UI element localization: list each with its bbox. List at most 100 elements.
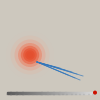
Bar [71, 92, 72, 94]
Bar [55, 92, 56, 94]
Circle shape [94, 91, 96, 94]
Bar [22, 92, 23, 94]
Bar [16, 92, 17, 94]
Bar [77, 92, 78, 94]
Bar [88, 92, 89, 94]
Bar [33, 92, 34, 94]
Bar [38, 92, 39, 94]
Bar [61, 92, 62, 94]
Bar [12, 92, 13, 94]
Bar [18, 92, 19, 94]
Bar [32, 92, 33, 94]
Bar [92, 92, 93, 94]
Bar [49, 92, 50, 94]
Bar [19, 92, 20, 94]
Bar [29, 92, 30, 94]
Bar [28, 92, 29, 94]
Bar [44, 92, 45, 94]
Bar [48, 92, 49, 94]
Circle shape [14, 40, 46, 70]
Bar [78, 92, 79, 94]
Bar [9, 92, 10, 94]
Polygon shape [80, 50, 88, 82]
Bar [66, 92, 67, 94]
Bar [41, 92, 42, 94]
Bar [60, 92, 61, 94]
Bar [89, 92, 90, 94]
Bar [28, 92, 29, 94]
Bar [80, 92, 81, 94]
Bar [68, 92, 69, 94]
Bar [36, 92, 37, 94]
Bar [17, 92, 18, 94]
Bar [21, 92, 22, 94]
Bar [73, 92, 74, 94]
Circle shape [18, 43, 42, 67]
Bar [27, 92, 28, 94]
Bar [56, 92, 57, 94]
Bar [31, 92, 32, 94]
Circle shape [25, 50, 35, 60]
Bar [74, 92, 75, 94]
Bar [58, 92, 59, 94]
Circle shape [27, 52, 33, 58]
Bar [40, 92, 41, 94]
Bar [63, 92, 64, 94]
Bar [25, 92, 26, 94]
Bar [20, 92, 21, 94]
Bar [53, 92, 54, 94]
Bar [42, 92, 43, 94]
Polygon shape [0, 0, 100, 80]
Bar [16, 92, 17, 94]
Bar [51, 92, 52, 94]
Bar [70, 92, 71, 94]
Bar [13, 92, 14, 94]
Bar [69, 92, 70, 94]
Bar [59, 92, 60, 94]
Bar [82, 92, 83, 94]
Bar [64, 92, 65, 94]
Bar [85, 92, 86, 94]
Bar [87, 92, 88, 94]
Bar [91, 92, 92, 94]
Bar [81, 92, 82, 94]
Bar [24, 92, 25, 94]
Bar [57, 92, 58, 94]
Bar [79, 92, 80, 94]
Bar [34, 92, 35, 94]
Polygon shape [60, 80, 76, 84]
Bar [86, 92, 87, 94]
Polygon shape [0, 58, 10, 88]
Bar [30, 92, 31, 94]
Bar [47, 92, 48, 94]
Bar [47, 92, 48, 94]
Bar [75, 92, 76, 94]
Bar [50, 92, 51, 94]
Bar [40, 92, 41, 94]
Bar [65, 92, 66, 94]
Bar [23, 92, 24, 94]
Bar [46, 92, 47, 94]
Bar [83, 92, 84, 94]
Bar [62, 92, 63, 94]
Bar [90, 92, 91, 94]
Bar [52, 92, 53, 94]
Bar [45, 92, 46, 94]
Bar [10, 92, 11, 94]
Polygon shape [17, 70, 25, 83]
Bar [15, 92, 16, 94]
Bar [43, 92, 44, 94]
Bar [53, 92, 54, 94]
Bar [72, 92, 73, 94]
Bar [26, 92, 27, 94]
Bar [7, 92, 8, 94]
Bar [11, 92, 12, 94]
Circle shape [21, 46, 39, 64]
Circle shape [10, 36, 50, 74]
Bar [37, 92, 38, 94]
Bar [76, 92, 77, 94]
Bar [84, 92, 85, 94]
Bar [54, 92, 55, 94]
Bar [34, 92, 36, 94]
Bar [14, 92, 15, 94]
